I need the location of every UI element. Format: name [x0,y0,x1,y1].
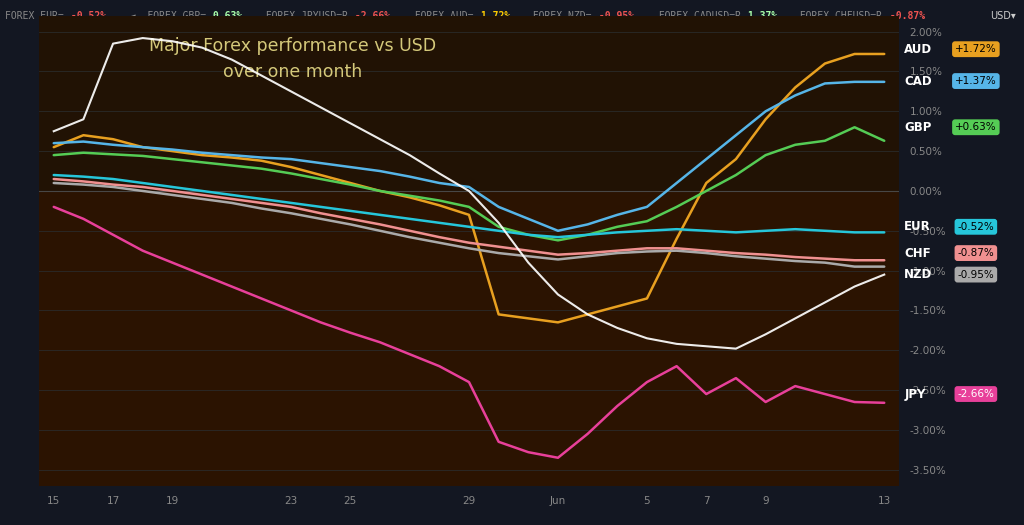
Text: 1.72%: 1.72% [474,11,510,22]
Text: FOREX NZD=: FOREX NZD= [521,11,592,22]
Text: NZD: NZD [904,268,933,281]
Text: -0.95%: -0.95% [593,11,634,22]
Text: GBP: GBP [904,121,932,134]
Text: +0.63%: +0.63% [955,122,996,132]
Text: EUR: EUR [904,220,931,233]
Text: Major Forex performance vs USD
over one month: Major Forex performance vs USD over one … [150,37,436,81]
Text: -0.52%: -0.52% [957,222,994,232]
Text: JPY: JPY [904,387,926,401]
Text: FOREX CADUSD=R: FOREX CADUSD=R [646,11,740,22]
Text: 1.37%: 1.37% [741,11,777,22]
Text: -0.87%: -0.87% [957,248,994,258]
Text: -0.95%: -0.95% [957,269,994,280]
Text: FOREX JPYUSD=R: FOREX JPYUSD=R [254,11,348,22]
Text: FOREX EUR=: FOREX EUR= [5,11,63,22]
Text: -2.66%: -2.66% [349,11,390,22]
Text: -2.66%: -2.66% [957,389,994,399]
Text: -0.52%: -0.52% [65,11,105,22]
Text: FOREX AUD=: FOREX AUD= [403,11,474,22]
Text: +1.72%: +1.72% [955,44,996,54]
Bar [39,191,913,494]
Text: CAD: CAD [904,75,932,88]
Text: -0.87%: -0.87% [884,11,925,22]
Text: ◄  FOREX GBP=: ◄ FOREX GBP= [119,11,207,22]
Text: FOREX CHFUSD=R: FOREX CHFUSD=R [788,11,883,22]
Text: +1.37%: +1.37% [955,76,996,86]
Text: CHF: CHF [904,247,931,259]
Text: 0.63%: 0.63% [208,11,243,22]
Text: AUD: AUD [904,43,932,56]
Text: USD▾: USD▾ [990,11,1016,22]
